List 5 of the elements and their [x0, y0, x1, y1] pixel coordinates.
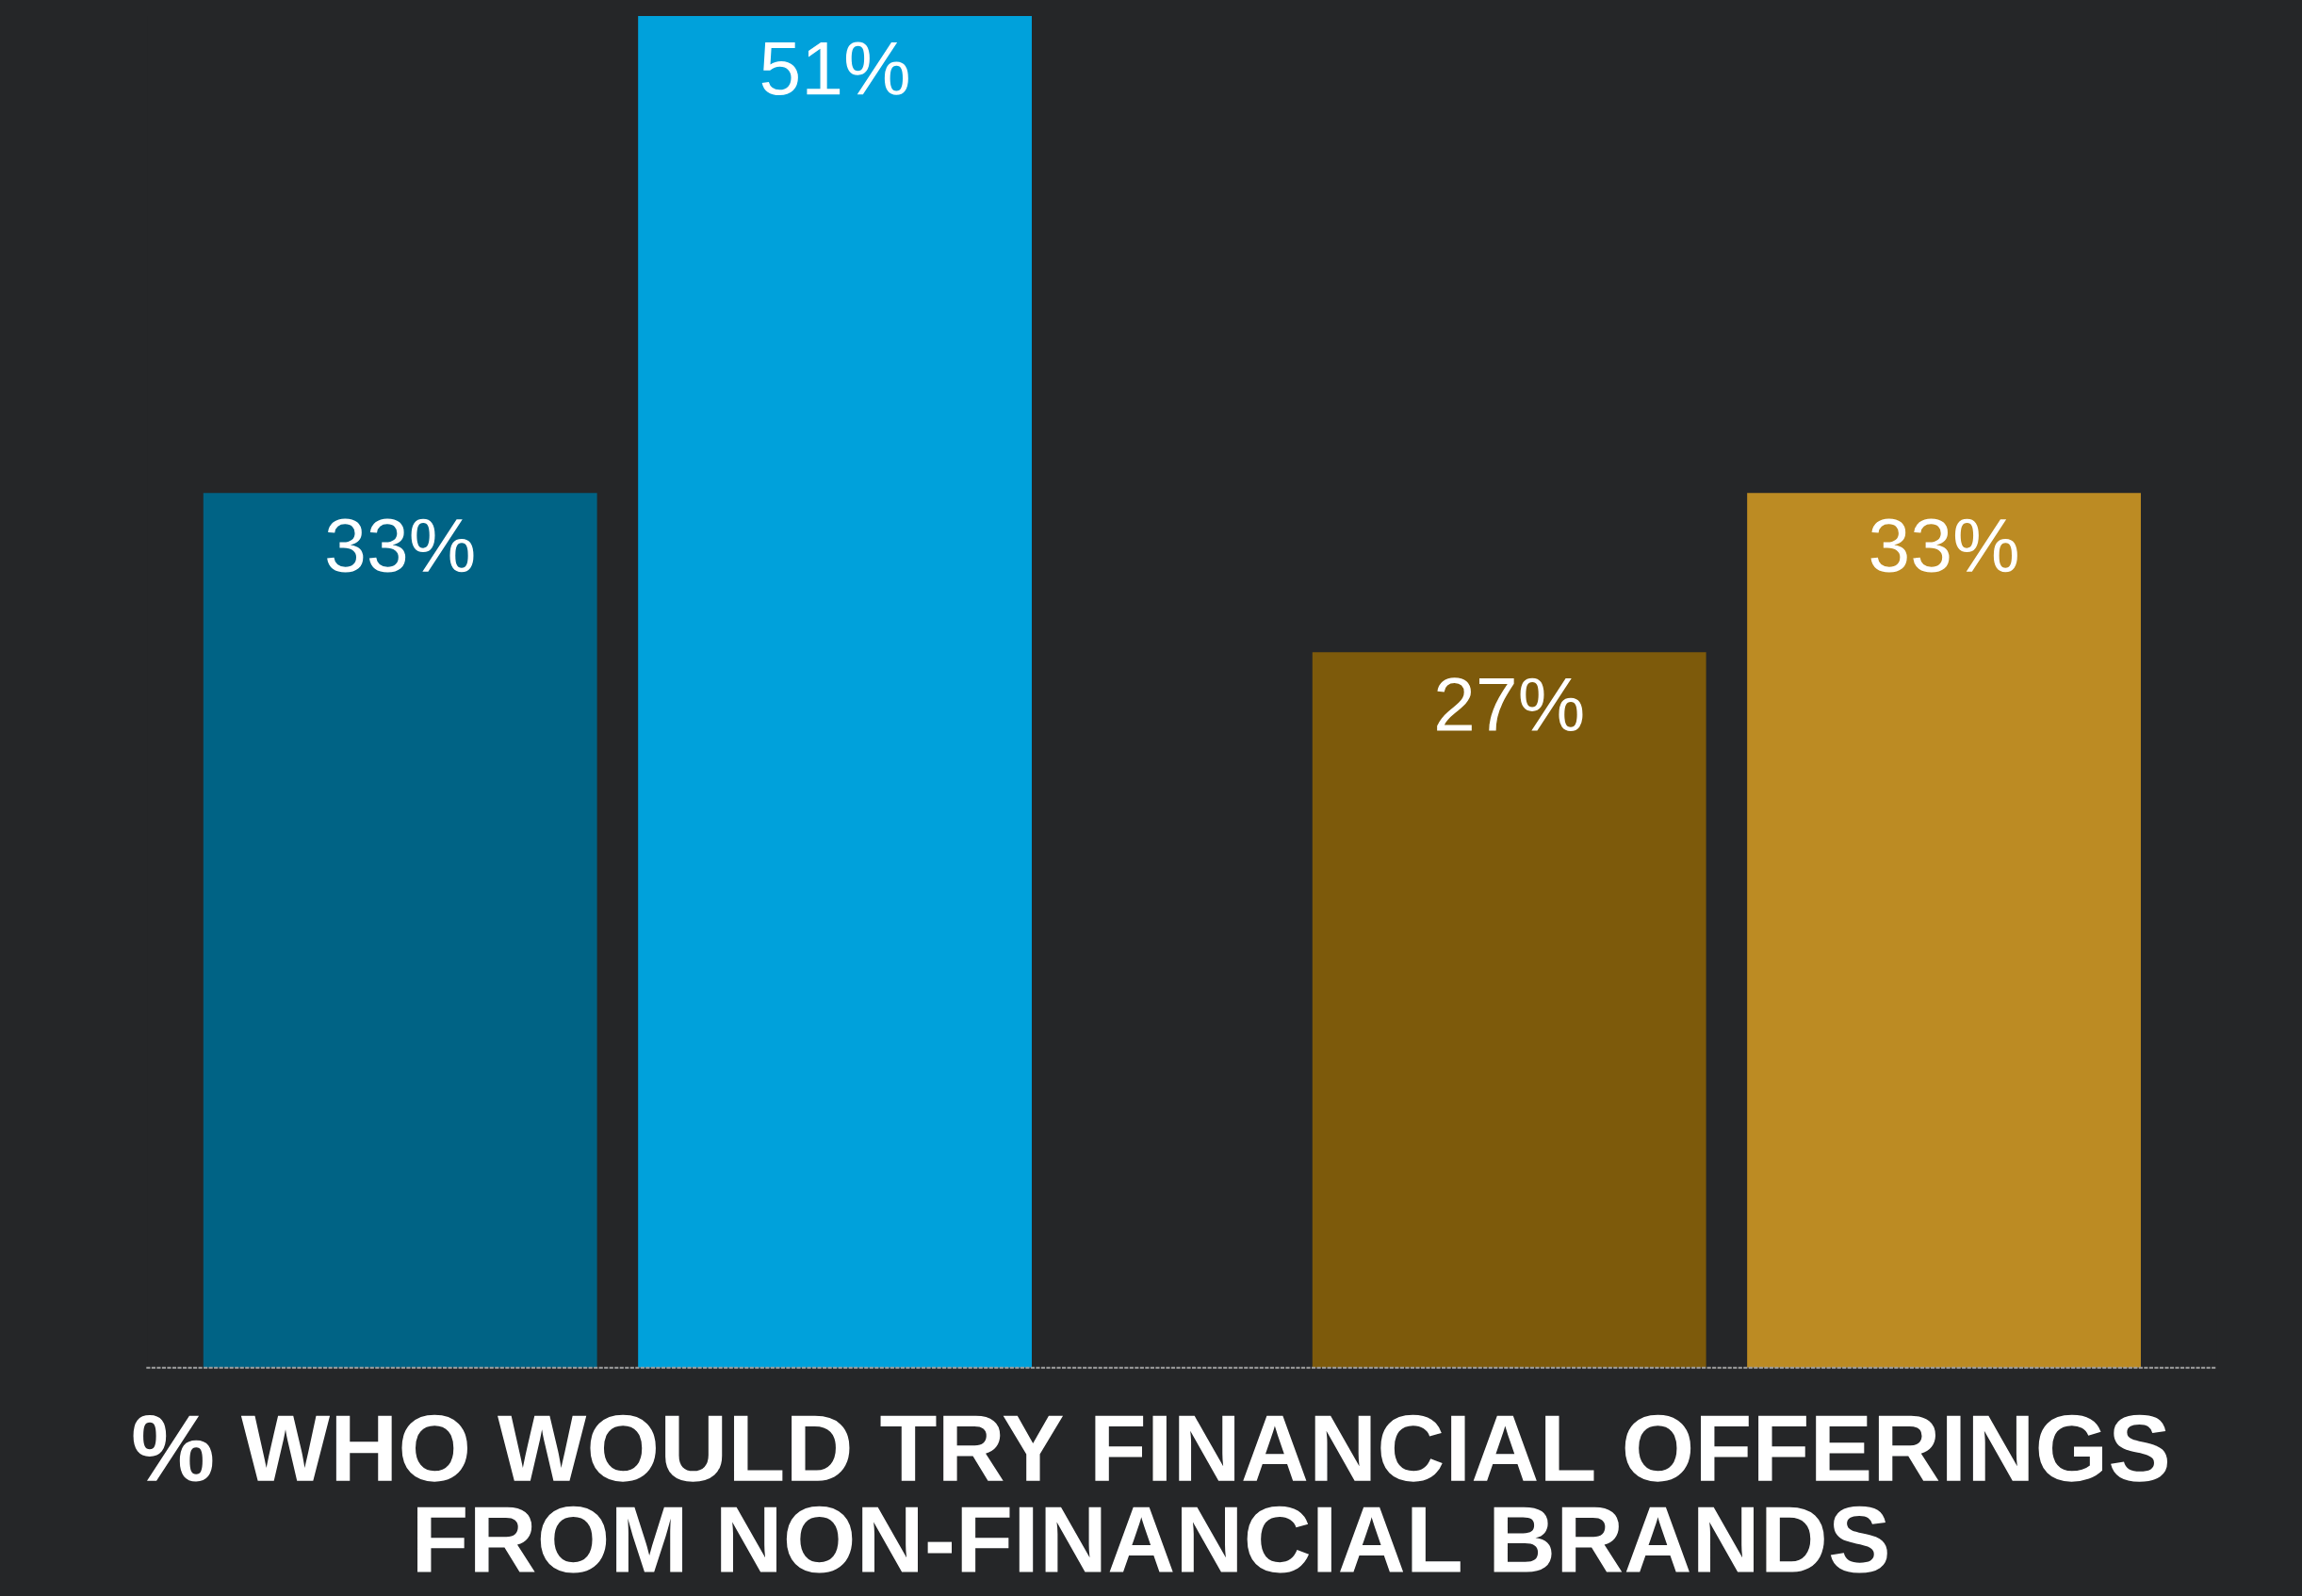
text: % WHO WOULD TRY FINANCIAL OFFERINGS FROM NON-FINANCIAL BRANDS [133, 1414, 2168, 1573]
data-label: 51% [761, 41, 908, 96]
data-label: 33% [1870, 518, 2017, 573]
data-label: 33% [327, 518, 474, 573]
data-label: 27% [1437, 677, 1583, 731]
